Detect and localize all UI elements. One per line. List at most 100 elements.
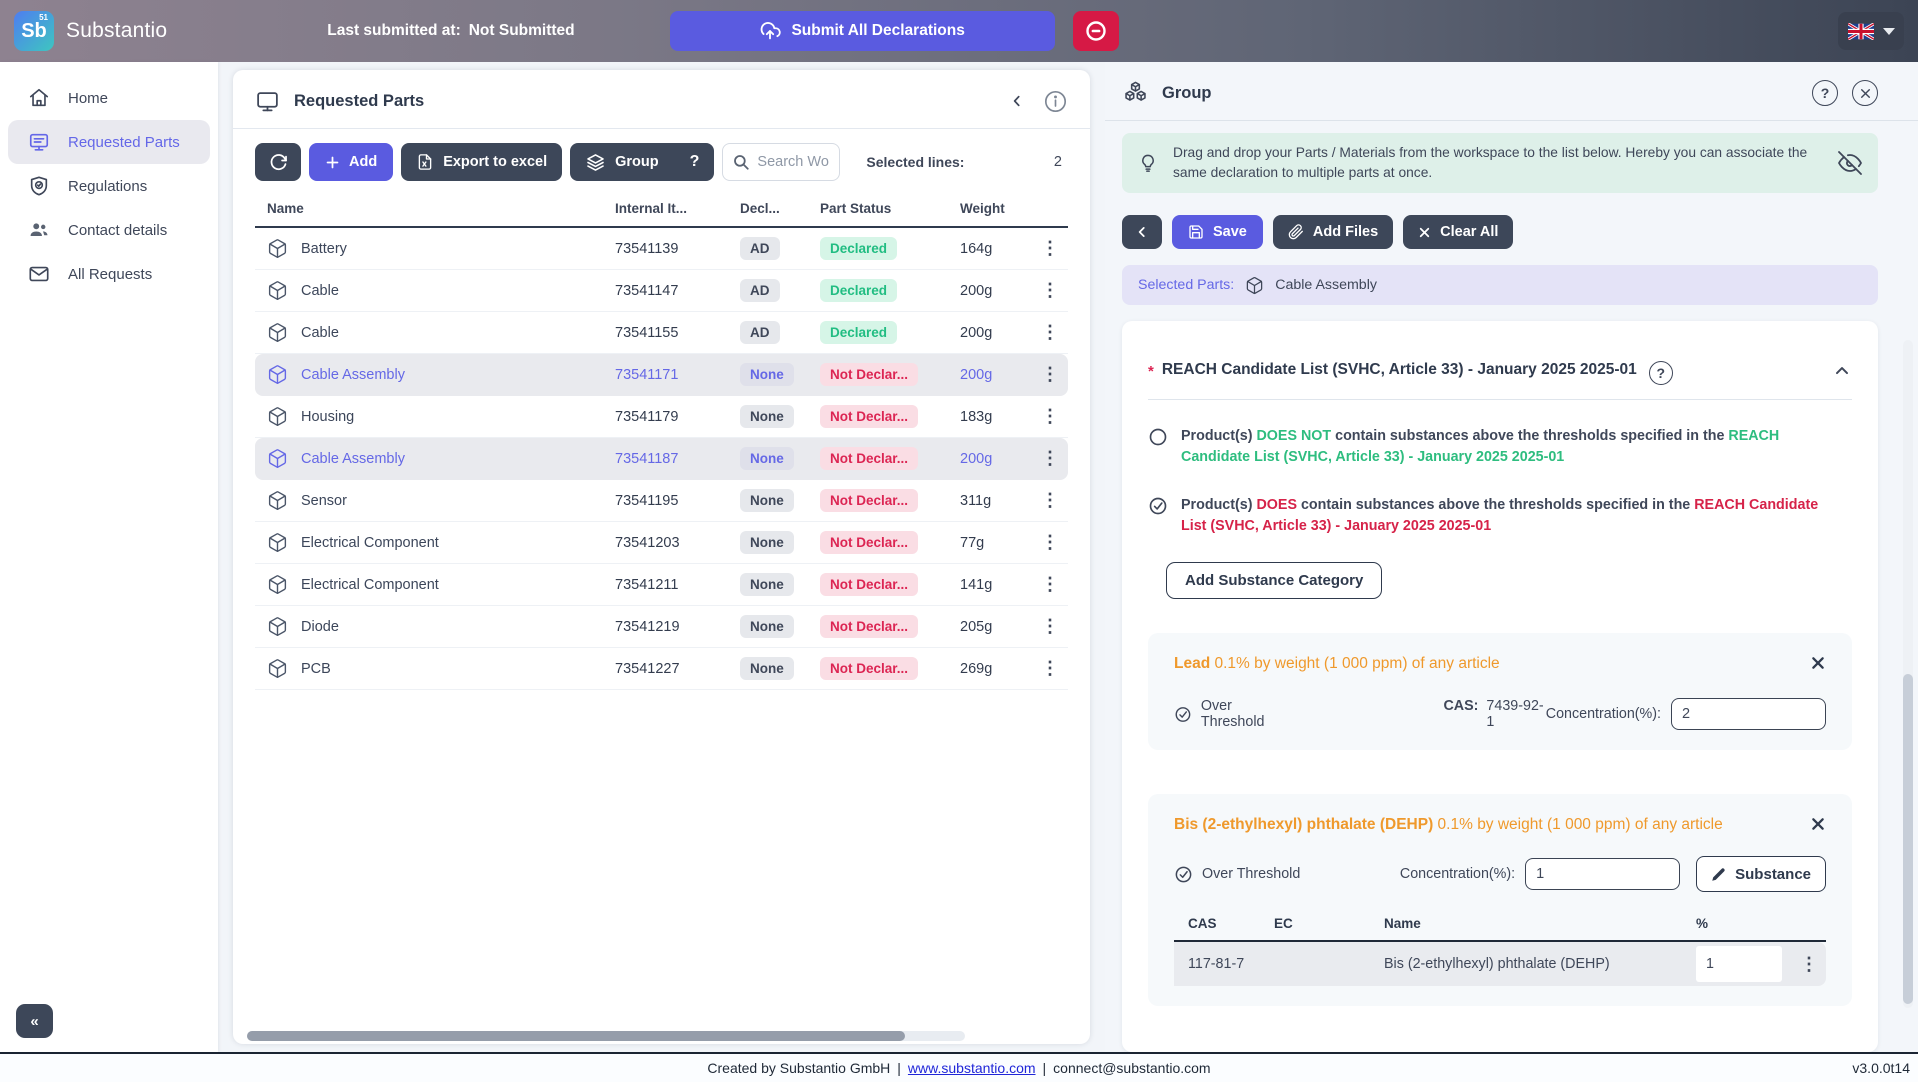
concentration-input[interactable] <box>1671 698 1826 731</box>
column-header-declaration[interactable]: Decl... <box>740 201 780 216</box>
concentration-input[interactable] <box>1525 858 1681 891</box>
part-name: Cable <box>301 324 339 341</box>
group-help-button[interactable]: ? <box>689 153 700 170</box>
row-menu-button[interactable]: ⋮ <box>1041 238 1059 258</box>
row-menu-button[interactable]: ⋮ <box>1041 532 1059 552</box>
table-row[interactable]: Electrical Component 73541211 None Not D… <box>255 564 1068 606</box>
selected-parts-bar: Selected Parts: Cable Assembly <box>1122 265 1878 305</box>
panel-title: Group <box>1162 83 1212 102</box>
add-substance-category-button[interactable]: Add Substance Category <box>1166 561 1383 599</box>
submit-button-label: Submit All Declarations <box>791 22 965 39</box>
table-row[interactable]: Sensor 73541195 None Not Declar... 311g … <box>255 480 1068 522</box>
table-row[interactable]: Housing 73541179 None Not Declar... 183g… <box>255 396 1068 438</box>
row-menu-button[interactable]: ⋮ <box>1041 490 1059 510</box>
table-row[interactable]: Cable Assembly 73541171 None Not Declar.… <box>255 354 1068 396</box>
remove-substance-icon[interactable] <box>1810 655 1826 671</box>
internal-item-number: 73541147 <box>615 282 679 299</box>
radio-unchecked-icon[interactable] <box>1148 427 1168 447</box>
submit-all-declarations-button[interactable]: Submit All Declarations <box>669 11 1055 51</box>
clear-all-button[interactable]: Clear All <box>1403 215 1514 249</box>
vertical-scrollbar-thumb[interactable] <box>1903 674 1913 1004</box>
table-row[interactable]: Cable Assembly 73541187 None Not Declar.… <box>255 438 1068 480</box>
table-row[interactable]: Battery 73541139 AD Declared 164g ⋮ <box>255 228 1068 270</box>
table-row[interactable]: Cable 73541147 AD Declared 200g ⋮ <box>255 270 1068 312</box>
horizontal-scrollbar-thumb[interactable] <box>247 1031 905 1041</box>
row-menu-button[interactable]: ⋮ <box>1041 448 1059 468</box>
add-button[interactable]: Add <box>309 143 394 181</box>
sidebar-item-all-requests[interactable]: All Requests <box>8 252 210 296</box>
sidebar-item-contact-details[interactable]: Contact details <box>8 208 210 252</box>
hide-hint-icon[interactable] <box>1838 151 1862 175</box>
row-menu-button[interactable]: ⋮ <box>1041 280 1059 300</box>
option-text: contain substances above the thresholds … <box>1297 496 1695 513</box>
row-menu-button[interactable]: ⋮ <box>1800 953 1818 974</box>
part-status-badge: Not Declar... <box>820 405 919 428</box>
footer-website-link[interactable]: www.substantio.com <box>907 1060 1036 1076</box>
remove-substance-icon[interactable] <box>1810 816 1826 832</box>
table-row[interactable]: PCB 73541227 None Not Declar... 269g ⋮ <box>255 648 1068 690</box>
export-to-excel-button[interactable]: Export to excel <box>401 143 563 181</box>
last-submitted-value: Not Submitted <box>468 22 575 39</box>
page-title: Requested Parts <box>294 91 425 110</box>
row-menu-button[interactable]: ⋮ <box>1041 322 1059 342</box>
language-selector[interactable] <box>1838 12 1904 50</box>
over-threshold-toggle[interactable]: Over Threshold <box>1174 865 1300 884</box>
panel-help-button[interactable]: ? <box>1812 80 1838 106</box>
sidebar-item-home[interactable]: Home <box>8 76 210 120</box>
column-header-internal-item[interactable]: Internal It... <box>615 201 688 216</box>
footer-separator: | <box>897 1060 901 1076</box>
chevron-down-icon <box>1882 27 1895 35</box>
column-header-part-status[interactable]: Part Status <box>820 201 892 216</box>
substance-row[interactable]: 117-81-7 Bis (2-ethylhexyl) phthalate (D… <box>1174 942 1826 987</box>
table-row[interactable]: Diode 73541219 None Not Declar... 205g ⋮ <box>255 606 1068 648</box>
save-button[interactable]: Save <box>1172 215 1263 249</box>
refresh-button[interactable] <box>255 143 301 181</box>
clear-all-label: Clear All <box>1440 224 1499 240</box>
panel-close-button[interactable] <box>1852 80 1878 106</box>
column-header-name: Name <box>1384 916 1421 932</box>
sidebar-item-regulations[interactable]: Regulations <box>8 164 210 208</box>
vertical-scrollbar[interactable] <box>1903 340 1913 1008</box>
search-input[interactable] <box>722 143 841 181</box>
part-status-badge: Not Declar... <box>820 657 919 680</box>
chevron-up-icon[interactable] <box>1832 361 1852 381</box>
part-weight: 269g <box>960 660 993 677</box>
part-status-badge: Not Declar... <box>820 447 919 470</box>
substance-button[interactable]: Substance <box>1696 856 1826 893</box>
row-menu-button[interactable]: ⋮ <box>1041 364 1059 384</box>
row-menu-button[interactable]: ⋮ <box>1041 574 1059 594</box>
body: Home Requested Parts Regulations Contact… <box>0 62 1918 1052</box>
horizontal-scrollbar[interactable] <box>247 1031 965 1041</box>
part-status-badge: Not Declar... <box>820 489 919 512</box>
substance-percent-input[interactable]: 1 <box>1696 946 1782 983</box>
row-menu-button[interactable]: ⋮ <box>1041 658 1059 678</box>
concentration-label: Concentration(%): <box>1545 706 1661 723</box>
option-regulation-link[interactable]: REACH Candidate List (SVHC, Article 33) … <box>1181 496 1819 535</box>
uk-flag-icon <box>1847 22 1874 40</box>
column-header-weight[interactable]: Weight <box>960 201 1005 216</box>
option-regulation-link[interactable]: REACH Candidate List (SVHC, Article 33) … <box>1181 428 1780 466</box>
group-button[interactable]: Group <box>570 143 675 181</box>
chevron-left-icon[interactable] <box>1009 93 1025 109</box>
cas-field: CAS: 7439-92-1 <box>1443 698 1545 730</box>
sidebar-collapse-button[interactable]: « <box>16 1004 53 1038</box>
main-area: Requested Parts <box>218 62 1105 1052</box>
footer-email: connect@substantio.com <box>1053 1060 1211 1076</box>
add-files-button[interactable]: Add Files <box>1272 215 1394 249</box>
row-menu-button[interactable]: ⋮ <box>1041 406 1059 426</box>
table-row[interactable]: Cable 73541155 AD Declared 200g ⋮ <box>255 312 1068 354</box>
over-threshold-toggle[interactable]: Over Threshold <box>1174 698 1293 730</box>
sidebar-item-requested-parts[interactable]: Requested Parts <box>8 120 210 164</box>
stop-submission-button[interactable] <box>1072 11 1119 51</box>
substance-name: Bis (2-ethylhexyl) phthalate (DEHP) <box>1384 956 1610 973</box>
table-row[interactable]: Electrical Component 73541203 None Not D… <box>255 522 1068 564</box>
shield-check-icon <box>28 175 50 197</box>
back-button[interactable] <box>1122 215 1162 249</box>
add-files-label: Add Files <box>1312 224 1379 240</box>
radio-checked-icon[interactable] <box>1148 496 1168 516</box>
info-icon[interactable] <box>1043 89 1068 114</box>
column-header-name[interactable]: Name <box>267 201 304 216</box>
reach-help-button[interactable]: ? <box>1648 361 1673 385</box>
row-menu-button[interactable]: ⋮ <box>1041 616 1059 636</box>
substance-threshold: 0.1% by weight (1 000 ppm) of any articl… <box>1433 816 1723 834</box>
